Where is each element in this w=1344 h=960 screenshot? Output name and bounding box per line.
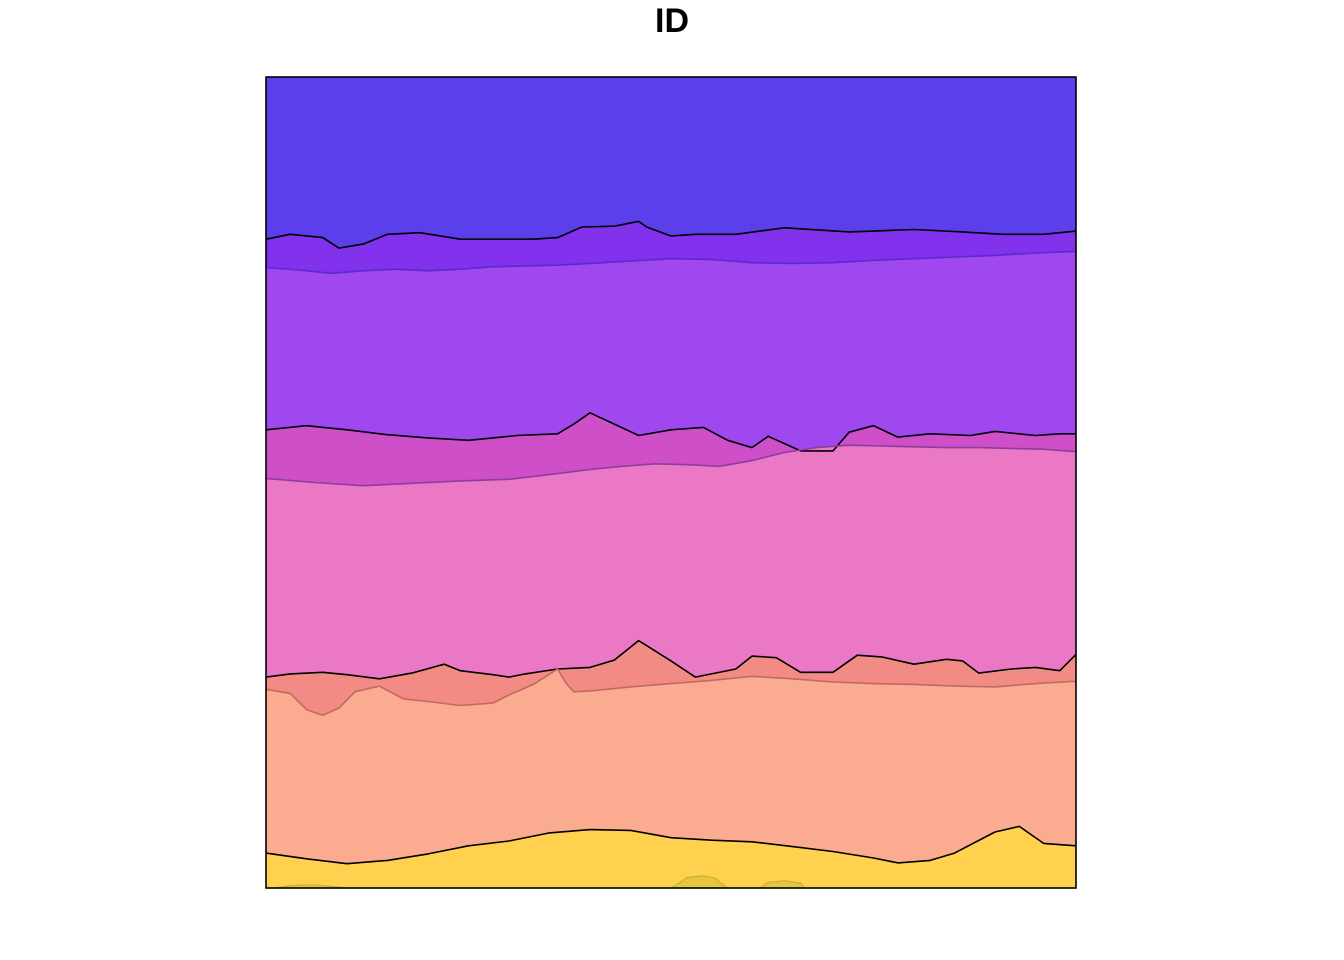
layer-boundary-6: [265, 668, 1077, 717]
layer-boundary-5: [265, 639, 1077, 680]
area-layer-6: [266, 640, 1076, 716]
chart-title: ID: [655, 2, 689, 40]
layer-boundary-7: [265, 825, 1077, 865]
area-layer-4: [266, 412, 1076, 486]
area-layer-7: [266, 669, 1076, 864]
layer-boundary-1: [265, 220, 1077, 249]
layer-boundary-2: [265, 250, 1077, 275]
layers-group: [265, 77, 1077, 888]
plot-frame: [265, 76, 1077, 889]
layer-boundary-3: [265, 411, 1076, 452]
layer-boundary-4: [265, 444, 1077, 487]
area-layer-1: [266, 77, 1076, 249]
area-layer-2: [266, 221, 1076, 274]
area-layer-8: [266, 826, 1076, 888]
area-layer-5: [266, 445, 1076, 679]
area-layer-3: [266, 251, 1076, 451]
